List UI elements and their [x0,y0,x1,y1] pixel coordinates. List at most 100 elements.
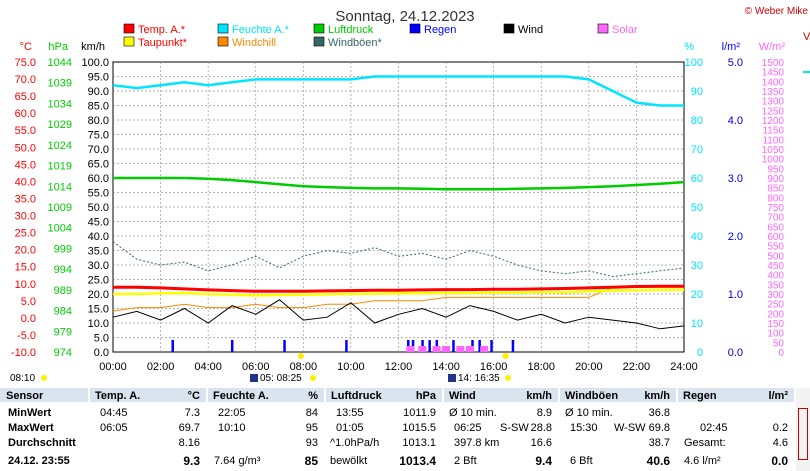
time-tick: 14:00 [432,361,460,373]
rain-bar [452,340,455,352]
solar-tick: 300 [767,290,784,301]
wind-tick: 55.0 [88,188,109,200]
legend-label: Wind [518,24,543,36]
solar-tick: 700 [767,213,784,224]
time-tick: 00:00 [99,361,127,373]
wind-distance: 397.8 km [454,437,500,449]
time-tick: 04:00 [194,361,222,373]
rain-tick: 4.0 [728,115,743,127]
rain-current-value: 0.0 [771,454,788,468]
press-forecast: bewölkt [330,455,368,467]
humidity-tick: 50 [691,202,703,214]
solar-tick: 750 [767,203,784,214]
sun-markers: 08:10 05: 08:25 14: 16:35 [10,71,810,384]
rain-max-value: 0.2 [772,422,788,434]
solar-tick: 400 [767,271,784,282]
wind-tick: 40.0 [88,231,109,243]
solar-tick: 950 [767,164,784,175]
temp-tick: -5.0 [17,330,36,342]
gust-bft: 6 Bft [570,455,593,467]
sun-icon [505,375,511,381]
col-rain: Regen l/m² 02:45 0.2 Gesamt: 4.6 4.6 l/m² 0.… [678,388,794,471]
series-windben [112,241,685,278]
series-wind [112,299,685,330]
temp-tick: 35.0 [15,193,36,205]
series-layer [112,75,685,352]
press-trend: ^1.0hPa/h [330,437,380,449]
solar-tick: 1250 [762,106,785,117]
rain-tick: 3.0 [728,173,743,185]
wind-tick: 45.0 [88,217,109,229]
humidity-tick: 90 [691,86,703,98]
solar-tick: 850 [767,184,784,195]
press-max-value: 1015.5 [402,422,436,434]
wind-tick: 65.0 [88,159,109,171]
hum-abs: 7.64 g/m³ [214,455,261,467]
wind-tick: 60.0 [88,173,109,185]
press-avg-value: 1013.1 [402,437,436,449]
solar-bar [480,346,489,352]
wind-tick: 20.0 [88,289,109,301]
temp-unit-label: °C [20,41,32,53]
legend-label: Taupunkt* [138,37,188,49]
wind-max-value: 28.8 [530,422,552,434]
temp-max-time: 06:05 [100,422,128,434]
wind-max-dir: S-SW [500,422,529,434]
time-tick: 18:00 [527,361,555,373]
col-rain-unit: l/m² [768,390,788,402]
rain-bar [345,340,348,352]
wind-tick: 35.0 [88,246,109,258]
temp-tick: 30.0 [15,211,36,223]
sunrise-time: 08:10 [10,373,35,384]
hum-min-time: 22:05 [218,407,246,419]
col-gusts-header: Windböen [565,390,619,402]
humidity-tick: 40 [691,231,703,243]
temp-tick: 0.0 [21,313,36,325]
pressure-tick: 994 [54,264,72,276]
sunrise-marker [297,353,304,359]
press-current-value: 1013.4 [399,454,436,468]
grid [113,62,684,352]
hum-max-value: 95 [305,422,318,434]
copyright: © Weber Mike [745,6,809,17]
pressure-tick: 1024 [48,140,72,152]
press-min-time: 13:55 [336,407,364,419]
gust-current-value: 40.6 [646,454,670,468]
press-max-time: 01:05 [336,422,364,434]
humidity-tick: 30 [691,260,703,272]
gust-avg-value: 38.7 [648,437,670,449]
solar-tick: 800 [767,193,784,204]
temp-tick: 70.0 [15,74,36,86]
solar-tick: 600 [767,232,784,243]
time-tick: 24:00 [670,361,698,373]
wind-tick: 30.0 [88,260,109,272]
pressure-tick: 999 [54,243,72,255]
pressure-tick: 984 [54,306,72,318]
solar-tick: 1400 [762,77,785,88]
wind-avg-value: 16.6 [530,437,552,449]
hum-avg-value: 93 [305,437,318,449]
col-pressure: Luftdruck hPa 13:55 1011.9 01:05 1015.5 ^1.… [326,388,442,471]
row-label-current: 24.12. 23:55 [8,455,70,467]
rise-icon [250,374,258,382]
wind-unit-label: km/h [81,41,105,53]
wind-tick: 80.0 [88,115,109,127]
time-tick: 16:00 [480,361,508,373]
wind-avg10-value: 8.9 [536,407,552,419]
pressure-tick: 1034 [48,98,72,110]
time-tick: 06:00 [242,361,270,373]
col-gusts: Windböen km/h Ø 10 min. 36.8 15:30 W-SW 69.8… [560,388,676,471]
humidity-tick: 70 [691,144,703,156]
temp-min-value: 7.3 [184,407,200,419]
temp-tick: 60.0 [15,108,36,120]
solar-tick: 450 [767,261,784,272]
time-tick: 08:00 [290,361,318,373]
mini-gauge [798,408,808,460]
rain-tick: 1.0 [728,289,743,301]
wind-bft: 2 Bft [454,455,477,467]
legend-swatch [597,23,609,34]
rain-max-time: 02:45 [700,422,728,434]
pressure-tick: 1029 [48,119,72,131]
pressure-tick: 1044 [48,57,72,69]
humidity-tick: 0 [697,347,703,359]
